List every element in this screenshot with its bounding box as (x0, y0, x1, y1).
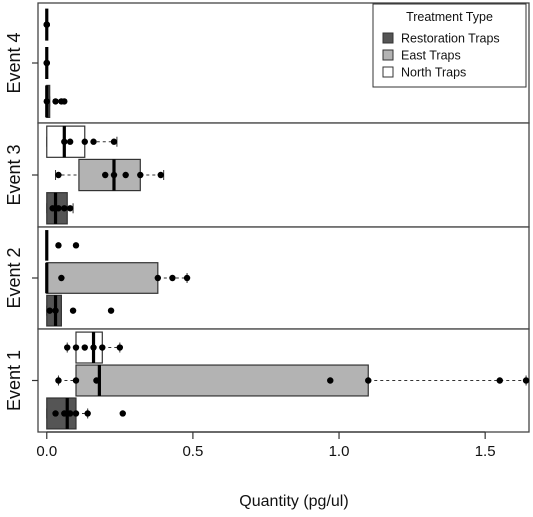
box-east-traps-event-3 (55, 158, 165, 192)
box-iqr (75, 364, 369, 397)
data-point (365, 377, 372, 384)
data-point (102, 171, 109, 179)
box-north-traps-event-1 (64, 331, 124, 364)
data-point (157, 171, 164, 179)
data-point (116, 344, 124, 351)
legend-label-east-traps: East Traps (401, 49, 461, 63)
data-point (72, 344, 80, 351)
data-point (55, 205, 62, 212)
data-point (72, 242, 80, 249)
legend-label-north-traps: North Traps (401, 66, 466, 80)
box-east-traps-event-1 (55, 364, 530, 397)
data-point (119, 410, 126, 417)
box-restoration-traps-event-4 (43, 84, 68, 119)
data-point (72, 377, 80, 384)
data-point (52, 98, 59, 105)
data-point (66, 138, 74, 145)
data-point (52, 410, 59, 417)
data-point (43, 98, 50, 105)
data-point (90, 344, 97, 351)
x-tick-label: 0.5 (182, 443, 203, 460)
data-point (183, 274, 191, 282)
data-point (66, 205, 74, 212)
legend-title: Treatment Type (406, 10, 493, 24)
data-point (55, 377, 62, 384)
data-point (61, 98, 68, 105)
data-point (496, 377, 503, 384)
data-point (69, 307, 77, 314)
box-east-traps-event-2 (45, 262, 191, 294)
legend-label-restoration-traps: Restoration Traps (401, 32, 500, 46)
x-tick-label: 1.5 (475, 443, 496, 460)
legend-frame (372, 3, 527, 88)
data-point (61, 410, 68, 417)
data-point (81, 344, 88, 351)
data-point (52, 307, 59, 314)
panel-label-event-2: Event 2 (4, 247, 24, 308)
legend: Treatment Type Restoration Traps East Trap… (372, 3, 527, 88)
data-point (49, 205, 56, 212)
box-north-traps-event-3 (46, 125, 118, 158)
data-point (61, 205, 68, 212)
box-iqr (75, 331, 103, 364)
data-point (84, 410, 91, 417)
data-point (154, 274, 162, 282)
legend-swatch-east-traps (382, 49, 394, 61)
data-point (137, 171, 144, 179)
data-point (61, 138, 68, 145)
panel-label-event-4: Event 4 (4, 32, 24, 93)
data-point (522, 377, 530, 384)
panel-label-event-1: Event 1 (4, 350, 24, 411)
data-point (93, 377, 100, 384)
data-point (327, 377, 334, 384)
data-point (81, 138, 88, 145)
legend-swatch-restoration-traps (382, 32, 394, 44)
panel-event-3: Event 3 (4, 122, 530, 228)
box-restoration-traps-event-1 (46, 397, 126, 430)
data-point (169, 274, 176, 282)
data-point (64, 344, 71, 351)
panel-event-2: Event 2 (4, 226, 530, 330)
x-axis: 0.0 0.5 1.0 1.5 (36, 431, 496, 460)
box-north-traps-event-4 (43, 8, 50, 41)
data-point (122, 171, 129, 179)
data-point (43, 21, 50, 28)
box-restoration-traps-event-3 (46, 192, 74, 225)
box-iqr (46, 262, 159, 294)
box-north-traps-event-2 (45, 230, 80, 261)
data-point (43, 59, 50, 67)
data-point (110, 138, 118, 145)
data-point (72, 410, 80, 417)
data-point (55, 171, 62, 179)
data-point (55, 242, 62, 249)
legend-swatch-north-traps (382, 66, 394, 78)
panel-event-1: Event 1 (4, 328, 530, 433)
x-tick-label: 0.0 (36, 443, 57, 460)
data-point (99, 344, 106, 351)
data-point (90, 138, 97, 145)
panel-label-event-3: Event 3 (4, 144, 24, 205)
x-tick-label: 1.0 (329, 443, 350, 460)
data-point (46, 307, 53, 314)
data-point (66, 410, 74, 417)
box-iqr (78, 158, 141, 192)
data-point (58, 274, 65, 282)
box-restoration-traps-event-2 (46, 294, 115, 327)
data-point (110, 171, 118, 179)
data-point (107, 307, 115, 314)
x-axis-label: Quantity (pg/ul) (239, 493, 348, 510)
box-east-traps-event-4 (43, 47, 50, 79)
